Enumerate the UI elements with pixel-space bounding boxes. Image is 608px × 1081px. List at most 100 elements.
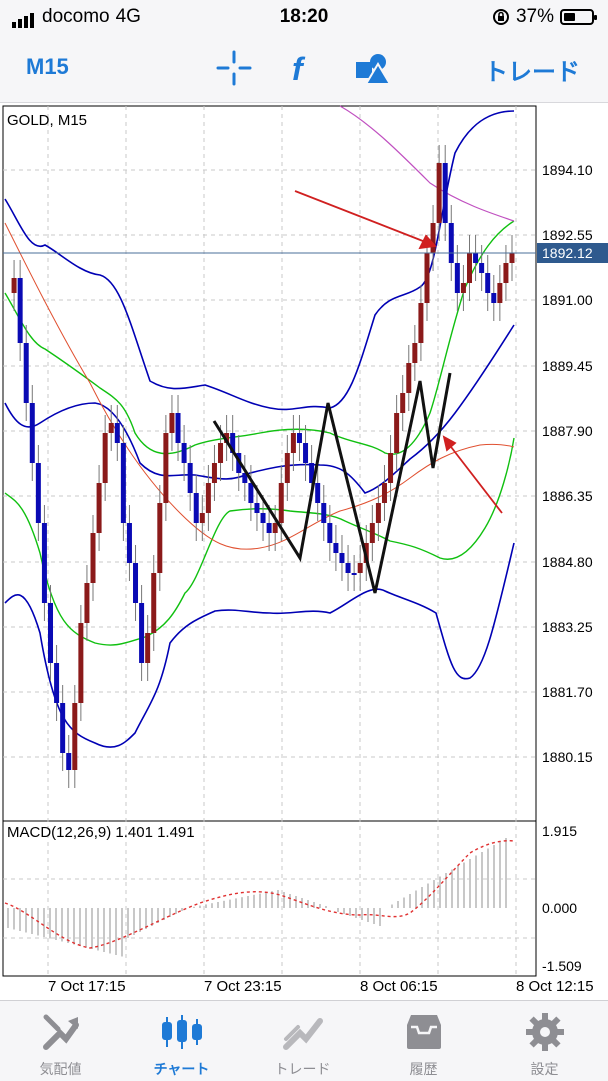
symbol-label: GOLD, M15 [7,112,87,129]
candle-body [230,433,236,453]
candle-body [114,423,120,443]
time-axis: 7 Oct 17:15 7 Oct 23:15 8 Oct 06:15 8 Oc… [48,978,594,995]
candle-body [424,253,430,303]
candle-body [381,483,387,503]
arrow-annotations [294,190,503,514]
candle-body [491,293,497,303]
candle-body [430,223,436,253]
current-price-tag [537,243,608,263]
candle-body [126,523,132,563]
current-price-label: 1892.12 [542,245,593,261]
candle-body [248,483,254,503]
macd-tick: -1.509 [542,958,582,974]
macd-frame [2,820,537,977]
candle-body [218,443,224,463]
function-icon[interactable]: f [284,48,324,88]
candle-body [509,253,515,263]
candle-body [120,443,126,523]
tab-quotes[interactable]: 気配値 [0,1001,121,1081]
candle-body [436,163,442,223]
candle-body [139,603,145,663]
network-type: 4G [115,6,141,27]
candle-body [503,263,509,283]
candle-body [48,603,54,663]
candle-body [211,463,217,483]
candle-body [290,433,296,453]
time-tick: 7 Oct 23:15 [204,978,282,995]
macd-histogram [7,838,507,957]
tab-settings[interactable]: 設定 [484,1001,605,1081]
candle-body [357,563,363,573]
chart-area[interactable]: 1894.10 1892.55 1891.00 1889.45 1887.90 … [0,103,608,1000]
grid [3,106,536,976]
timeframe-button[interactable]: M15 [26,54,69,79]
candlesticks [11,145,515,788]
candle-body [466,253,472,283]
macd-tick: 0.000 [542,900,577,916]
candle-body [23,343,29,403]
price-tick: 1886.35 [542,488,593,504]
macd-axis: 1.915 0.000 -1.509 [542,823,582,974]
price-tick: 1889.45 [542,358,593,374]
crosshair-icon[interactable] [214,48,254,88]
candle-body [96,483,102,533]
candle-body [254,503,260,513]
candle-body [296,433,302,443]
candle-body [35,463,41,523]
candle-body [41,523,47,603]
candle-body [181,443,187,463]
candle-body [448,223,454,263]
bollinger-inner-bands [4,220,515,646]
candle-body [272,523,278,533]
candle-body [473,253,479,263]
tab-label: 履歴 [409,1061,438,1077]
candle-body [479,263,485,273]
price-tick: 1887.90 [542,423,593,439]
objects-icon[interactable] [352,48,392,88]
zigzag-annotation [212,372,452,594]
macd-label: MACD(12,26,9) 1.401 1.491 [7,824,195,841]
status-bar: docomo 4G 18:20 37% [0,0,608,34]
candle-body [345,563,351,573]
candle-body [163,433,169,503]
quotes-icon [43,1014,79,1050]
candle-body [266,523,272,533]
tab-history[interactable]: 履歴 [363,1001,484,1081]
candle-body [175,413,181,443]
trade-button[interactable]: トレード [484,59,580,86]
signal-icon [12,6,36,28]
tab-trade[interactable]: トレード [242,1001,363,1081]
tab-label: トレード [274,1061,331,1077]
candle-body [485,273,491,293]
price-chart[interactable]: 1894.10 1892.55 1891.00 1889.45 1887.90 … [0,103,608,1000]
tab-chart[interactable]: チャート [121,1001,242,1081]
candle-body [412,343,418,363]
candle-body [454,263,460,293]
time-tick: 8 Oct 06:15 [360,978,438,995]
price-tick: 1894.10 [542,162,593,178]
macd-signal-line [4,840,515,949]
candle-body [351,573,357,575]
candle-body [315,483,321,503]
candle-body [133,563,139,603]
candle-body [84,583,90,623]
candle-body [242,473,248,483]
candle-body [60,703,66,753]
candle-body [54,663,60,703]
moving-average-fast [4,222,515,550]
time-tick: 7 Oct 17:15 [48,978,126,995]
candle-body [11,278,17,293]
candle-body [17,278,23,343]
candle-body [284,453,290,483]
candle-body [169,413,175,433]
candle-body [145,633,151,663]
battery-percent: 37% [515,6,554,27]
macd-tick: 1.915 [542,823,577,839]
candle-body [339,553,345,563]
candle-body [321,503,327,523]
candle-body [187,463,193,493]
price-tick: 1892.55 [542,227,593,243]
candle-body [193,493,199,523]
candle-body [418,303,424,343]
candle-body [369,523,375,543]
